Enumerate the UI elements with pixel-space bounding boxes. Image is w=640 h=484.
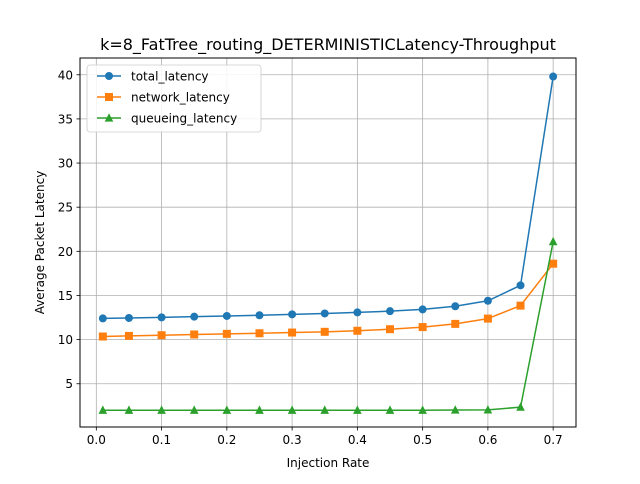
y-tick-label: 25 [58, 201, 73, 215]
data-point [320, 309, 329, 318]
data-point [386, 325, 394, 334]
x-tick-label: 0.7 [544, 433, 563, 447]
data-point [483, 296, 492, 305]
data-point [222, 311, 231, 320]
data-point [385, 405, 395, 414]
x-tick-label: 0.6 [478, 433, 497, 447]
data-point [157, 405, 166, 414]
series-queueing_latency [98, 236, 558, 414]
data-point [320, 405, 330, 414]
legend-marker [105, 72, 113, 80]
data-point [287, 405, 297, 414]
legend-label: network_latency [131, 91, 230, 105]
chart-title: k=8_FatTree_routing_DETERMINISTICLatency… [100, 35, 556, 55]
data-point [255, 311, 264, 320]
plot-frame [79, 57, 577, 428]
data-point [124, 331, 133, 340]
data-point [549, 259, 558, 268]
data-point [98, 405, 108, 414]
y-tick-label: 35 [58, 112, 73, 126]
data-point [98, 332, 107, 341]
data-point [222, 405, 232, 414]
y-tick-label: 40 [58, 68, 73, 82]
legend-label: total_latency [131, 70, 209, 84]
y-axis-ticks: 5 10 15 20 25 30 35 40 [58, 68, 80, 391]
data-point [255, 405, 264, 414]
y-tick-label: 20 [58, 245, 73, 259]
data-point [288, 310, 297, 319]
data-point [483, 405, 493, 414]
data-point [548, 236, 558, 246]
data-point [386, 307, 394, 316]
x-tick-label: 0.4 [348, 433, 367, 447]
data-point [255, 329, 264, 338]
data-point [288, 328, 297, 337]
data-point [190, 330, 199, 339]
data-point [483, 314, 492, 323]
data-point [353, 405, 362, 414]
data-point [549, 72, 558, 81]
data-point [124, 313, 133, 322]
series-total_latency [98, 72, 558, 323]
y-tick-label: 5 [65, 377, 73, 391]
data-point [98, 314, 107, 323]
series-layer [98, 72, 558, 414]
legend-marker [105, 93, 113, 101]
y-tick-label: 15 [58, 289, 73, 303]
data-point [516, 402, 525, 411]
data-point [222, 329, 231, 338]
data-point [124, 405, 134, 414]
data-point [451, 319, 460, 328]
data-point [516, 281, 525, 290]
legend-label: queueing_latency [131, 112, 237, 126]
series-line [102, 241, 554, 411]
data-point [189, 405, 199, 414]
data-point [516, 301, 525, 310]
data-point [451, 302, 460, 311]
data-point [157, 313, 166, 322]
x-tick-label: 0.5 [413, 433, 432, 447]
grid [80, 58, 576, 427]
x-tick-label: 0.2 [217, 433, 236, 447]
x-tick-label: 0.3 [283, 433, 302, 447]
data-point [157, 331, 166, 340]
legend-box [86, 64, 262, 133]
x-tick-label: 0.1 [152, 433, 171, 447]
data-point [353, 308, 362, 317]
legend: total_latency network_latency queueing_lat… [86, 64, 262, 133]
data-point [418, 323, 427, 332]
y-axis-label: Average Packet Latency [33, 171, 47, 315]
data-point [418, 305, 427, 314]
series-network_latency [98, 259, 558, 341]
legend-marker [104, 113, 114, 122]
y-tick-label: 10 [58, 333, 73, 347]
data-point [320, 327, 329, 336]
x-tick-label: 0.0 [87, 433, 106, 447]
data-point [353, 326, 362, 335]
data-point [190, 312, 199, 321]
data-point [450, 405, 460, 414]
x-axis-label: Injection Rate [287, 456, 370, 470]
y-tick-label: 30 [58, 157, 73, 171]
data-point [418, 405, 427, 414]
x-axis-ticks: 0.0 0.1 0.2 0.3 0.4 0.5 0.6 0.7 [87, 427, 563, 447]
